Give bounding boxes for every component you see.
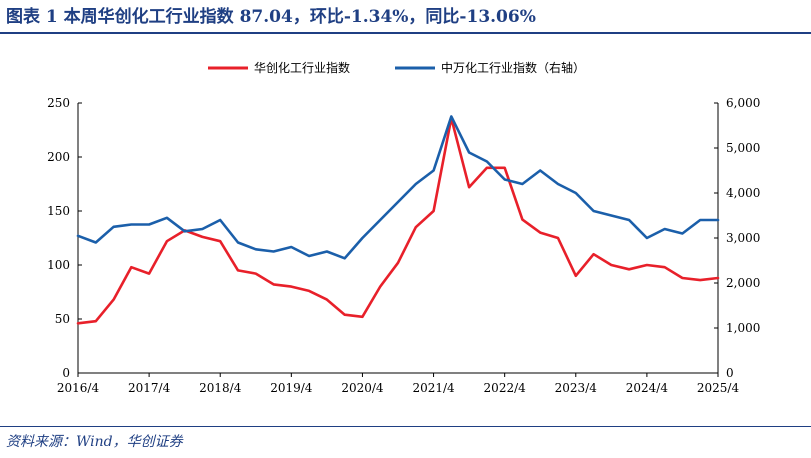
x-tick-label: 2018/4: [199, 381, 242, 395]
y-left-tick-label: 50: [55, 312, 70, 326]
y-right-tick-label: 6,000: [726, 96, 760, 110]
y-right-tick-label: 3,000: [726, 231, 760, 245]
x-tick-label: 2024/4: [626, 381, 669, 395]
legend-label-1: 华创化工行业指数: [254, 60, 350, 75]
y-left-tick-label: 100: [47, 258, 70, 272]
x-tick-label: 2019/4: [270, 381, 313, 395]
y-left-tick-label: 200: [47, 150, 70, 164]
x-tick-label: 2017/4: [128, 381, 171, 395]
series-line-2: [76, 115, 720, 260]
chart-title: 图表 1 本周华创化工行业指数 87.04，环比-1.34%，同比-13.06%: [6, 7, 536, 27]
x-tick-label: 2023/4: [555, 381, 598, 395]
y-left-tick-label: 0: [62, 366, 70, 380]
x-tick-label: 2025/4: [697, 381, 740, 395]
series-line-1: [76, 116, 720, 325]
legend-label-2: 中万化工行业指数（右轴）: [441, 60, 585, 75]
x-tick-label: 2022/4: [484, 381, 527, 395]
y-left-tick-label: 150: [47, 204, 70, 218]
y-right-tick-label: 1,000: [726, 321, 760, 335]
x-tick-label: 2016/4: [57, 381, 100, 395]
y-right-tick-label: 4,000: [726, 186, 760, 200]
x-tick-label: 2020/4: [341, 381, 384, 395]
legend: 华创化工行业指数 中万化工行业指数（右轴）: [208, 60, 585, 75]
y-right-tick-label: 0: [726, 366, 734, 380]
series-layer: [76, 115, 720, 325]
title-divider: [0, 32, 811, 34]
axes: 0 50 100 150 200 250 0 1,000 2,000 3,000 4,000 5,00…: [47, 96, 760, 395]
y-right-tick-label: 2,000: [726, 276, 760, 290]
y-left-tick-label: 250: [47, 96, 70, 110]
source-note: 资料来源：Wind，华创证券: [6, 434, 183, 450]
x-tick-label: 2021/4: [412, 381, 455, 395]
footer-divider: [0, 426, 811, 427]
y-right-tick-label: 5,000: [726, 141, 760, 155]
